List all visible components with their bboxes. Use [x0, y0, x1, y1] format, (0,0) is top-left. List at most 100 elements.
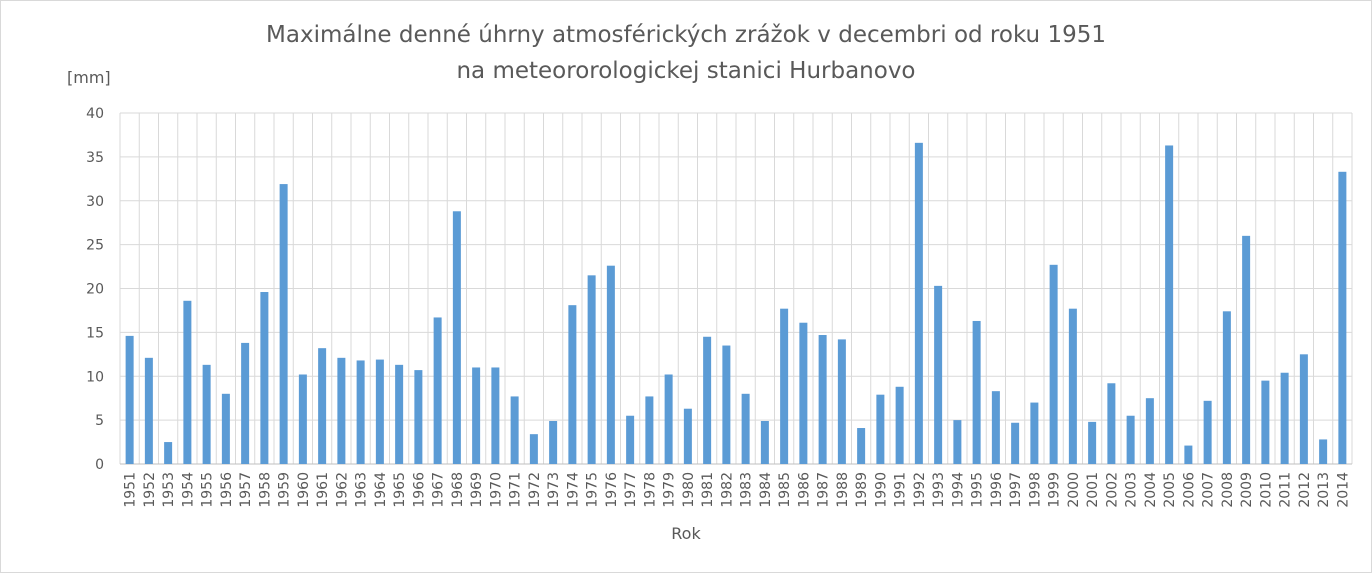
x-tick-label: 1996 — [989, 472, 1005, 508]
y-tick-label: 0 — [95, 457, 104, 473]
bar-1993 — [934, 285, 943, 464]
bar-1978 — [645, 396, 654, 464]
x-tick-label: 1988 — [835, 472, 851, 508]
bar-1970 — [491, 367, 500, 464]
x-tick-label: 1997 — [1008, 472, 1024, 508]
x-tick-label: 2006 — [1181, 472, 1197, 508]
x-tick-label: 1993 — [931, 472, 947, 508]
bar-1966 — [414, 370, 423, 464]
y-axis-ticks: 0 5 10 15 20 25 30 35 40 — [86, 106, 104, 473]
bar-1951 — [125, 335, 134, 464]
x-tick-label: 2010 — [1258, 472, 1274, 508]
x-tick-label: 1992 — [912, 472, 928, 508]
x-tick-label: 1983 — [739, 472, 755, 508]
x-tick-label: 1974 — [565, 472, 581, 508]
bar-2000 — [1068, 308, 1077, 464]
x-tick-label: 1999 — [1047, 472, 1063, 508]
x-tick-label: 2004 — [1143, 472, 1159, 508]
x-tick-label: 1989 — [854, 472, 870, 508]
x-tick-label: 1980 — [681, 472, 697, 508]
bar-1997 — [1011, 422, 1020, 464]
y-tick-label: 35 — [86, 150, 104, 166]
x-tick-label: 1966 — [411, 472, 427, 508]
bar-1979 — [664, 374, 673, 464]
y-tick-label: 30 — [86, 194, 104, 210]
x-tick-label: 2013 — [1316, 472, 1332, 508]
x-tick-label: 2008 — [1220, 472, 1236, 508]
bar-2002 — [1107, 383, 1116, 464]
x-tick-label: 1978 — [642, 472, 658, 508]
x-tick-label: 1969 — [469, 472, 485, 508]
x-tick-label: 1984 — [758, 472, 774, 508]
x-tick-label: 1994 — [950, 472, 966, 508]
y-tick-label: 20 — [86, 282, 104, 298]
x-tick-label: 1963 — [354, 472, 370, 508]
bar-2001 — [1088, 421, 1097, 464]
bar-1955 — [202, 364, 211, 464]
bar-2007 — [1203, 400, 1212, 464]
bar-1961 — [318, 348, 327, 464]
bar-1992 — [914, 142, 923, 464]
bar-1964 — [375, 359, 384, 464]
x-tick-label: 1962 — [334, 472, 350, 508]
x-tick-label: 2002 — [1104, 472, 1120, 508]
x-tick-label: 1954 — [180, 472, 196, 508]
x-tick-label: 1965 — [392, 472, 408, 508]
bar-1991 — [895, 386, 904, 464]
y-tick-label: 5 — [95, 413, 104, 429]
y-tick-label: 15 — [86, 325, 104, 341]
bar-1968 — [452, 211, 461, 464]
bar-2003 — [1126, 415, 1135, 464]
bar-1965 — [395, 364, 404, 464]
x-tick-label: 1985 — [777, 472, 793, 508]
x-tick-label: 1971 — [508, 472, 524, 508]
x-tick-label: 1956 — [219, 472, 235, 508]
bar-1999 — [1049, 264, 1058, 464]
bar-2011 — [1280, 372, 1289, 464]
x-tick-label: 1957 — [238, 472, 254, 508]
x-tick-label: 1973 — [546, 472, 562, 508]
x-tick-label: 2011 — [1278, 472, 1294, 508]
bar-1982 — [722, 345, 731, 464]
x-tick-label: 1967 — [431, 472, 447, 508]
x-tick-label: 1976 — [604, 472, 620, 508]
x-tick-label: 1964 — [373, 472, 389, 508]
bar-2006 — [1184, 445, 1193, 464]
y-axis-unit-label: [mm] — [67, 68, 111, 87]
x-tick-label: 1955 — [200, 472, 216, 508]
x-tick-label: 1952 — [142, 472, 158, 508]
x-tick-label: 2001 — [1085, 472, 1101, 508]
bar-1994 — [953, 420, 962, 464]
bar-1987 — [818, 335, 827, 464]
bar-1959 — [279, 184, 288, 464]
y-tick-label: 25 — [86, 238, 104, 254]
vertical-gridlines — [119, 113, 1353, 465]
bar-1977 — [626, 415, 635, 464]
x-tick-label: 1970 — [488, 472, 504, 508]
bar-2009 — [1242, 235, 1251, 464]
bar-1957 — [241, 342, 250, 464]
x-tick-label: 1959 — [277, 472, 293, 508]
bar-1954 — [183, 300, 192, 464]
x-tick-label: 1975 — [585, 472, 601, 508]
bar-1985 — [780, 308, 789, 464]
bar-series — [125, 142, 1347, 465]
bar-1981 — [703, 336, 712, 464]
x-tick-label: 1987 — [816, 472, 832, 508]
bar-2008 — [1222, 311, 1231, 464]
bar-1976 — [606, 265, 615, 464]
x-axis-title: Rok — [671, 524, 701, 543]
bar-1980 — [683, 408, 692, 464]
x-tick-label: 1951 — [123, 472, 139, 508]
x-tick-label: 2007 — [1201, 472, 1217, 508]
bar-1962 — [337, 357, 346, 464]
bar-1953 — [164, 442, 173, 464]
bar-1967 — [433, 317, 442, 464]
x-tick-label: 1977 — [623, 472, 639, 508]
bar-2010 — [1261, 380, 1270, 464]
y-tick-label: 10 — [86, 369, 104, 385]
bar-1996 — [991, 391, 1000, 464]
x-tick-label: 1986 — [796, 472, 812, 508]
x-tick-label: 1972 — [527, 472, 543, 508]
